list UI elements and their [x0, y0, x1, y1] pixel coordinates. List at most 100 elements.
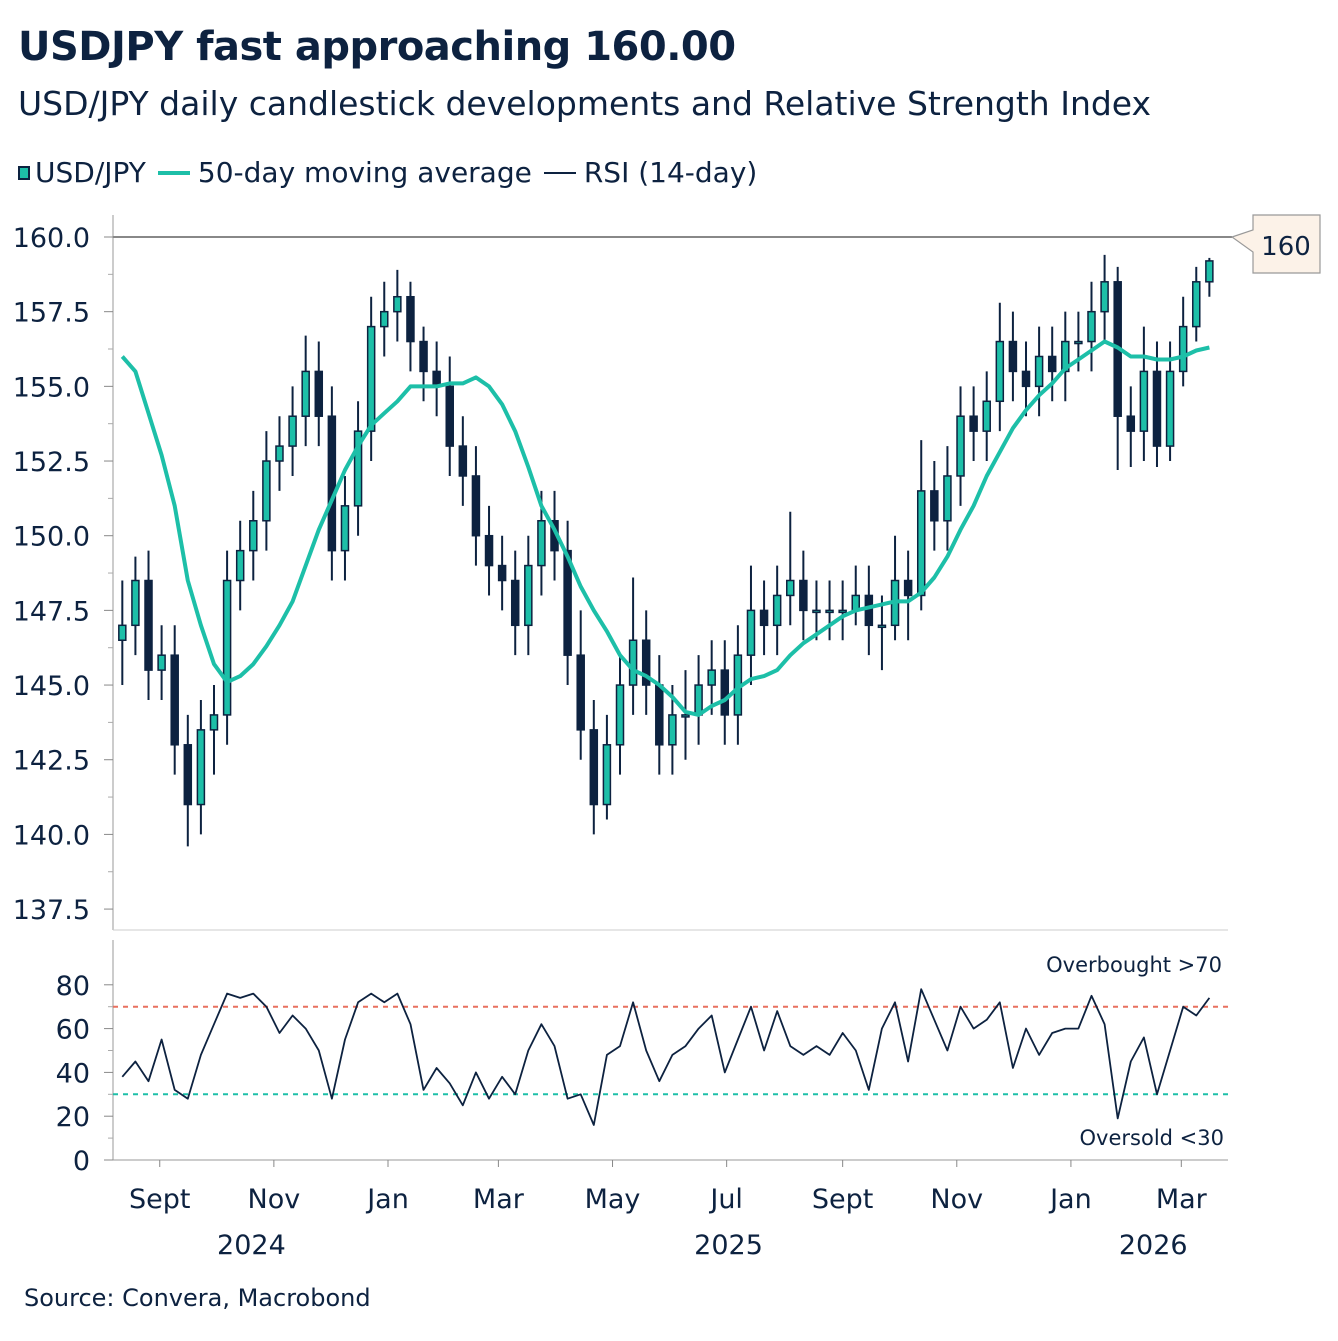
- y-tick-label: 160.0: [13, 223, 90, 254]
- x-year-label: 2024: [217, 1230, 286, 1261]
- x-tick-label: Jan: [365, 1184, 409, 1215]
- x-year-label: 2025: [694, 1230, 763, 1261]
- y-tick-label: 145.0: [13, 671, 90, 702]
- x-tick-label: Mar: [1156, 1184, 1208, 1215]
- candle-body: [445, 385, 454, 447]
- candle-body: [681, 714, 690, 718]
- candle-body: [943, 475, 952, 522]
- candle-body: [628, 639, 638, 686]
- x-tick-label: Nov: [248, 1184, 301, 1215]
- candle-body: [707, 669, 716, 686]
- y-tick-label: 142.5: [13, 746, 90, 777]
- candle-body: [235, 549, 245, 582]
- source-note: Source: Convera, Macrobond: [24, 1284, 371, 1312]
- candle-body: [484, 534, 494, 567]
- moving-average-line: [120, 339, 1210, 717]
- candle-body: [589, 729, 599, 806]
- candle-body: [118, 624, 127, 641]
- candle-body: [641, 639, 651, 686]
- candle-body: [799, 579, 808, 612]
- candle-body: [1047, 355, 1057, 373]
- candle-body: [497, 564, 507, 582]
- candle-body: [275, 445, 284, 462]
- y-tick-label: 157.5: [13, 298, 90, 329]
- candle-body: [327, 415, 337, 552]
- candle-body: [694, 684, 703, 716]
- legend-label: RSI (14-day): [583, 156, 758, 189]
- candle-body: [602, 744, 612, 806]
- candle-body: [746, 609, 756, 656]
- candle-body: [930, 490, 939, 522]
- candle-body: [262, 460, 271, 522]
- candle-body: [393, 295, 402, 313]
- candle-body: [170, 654, 179, 746]
- y-tick-label: 150.0: [13, 522, 90, 553]
- candle-body: [812, 609, 821, 614]
- candle-body: [222, 579, 232, 716]
- candle-body: [419, 340, 428, 373]
- overbought-label: Overbought >70: [1046, 953, 1222, 977]
- candle-body: [969, 415, 978, 432]
- rsi-y-tick-label: 0: [73, 1146, 90, 1177]
- legend-item-moving-average: 50-day moving average: [157, 156, 532, 189]
- candle-body: [1152, 370, 1162, 447]
- candle-body: [1126, 415, 1136, 432]
- candle-body: [1034, 355, 1044, 388]
- candle-body: [916, 490, 926, 597]
- candle-body: [524, 564, 533, 627]
- y-tick-label: 137.5: [13, 895, 90, 926]
- candle-body: [1205, 260, 1214, 283]
- candle-body: [1192, 281, 1201, 328]
- candle-body: [1100, 281, 1109, 313]
- candle-body: [131, 579, 140, 627]
- candle-body: [1087, 310, 1096, 343]
- candle-body: [340, 505, 350, 552]
- candle-body: [380, 310, 389, 328]
- candle-body: [458, 445, 468, 477]
- candle-body: [353, 430, 363, 507]
- candle-body: [877, 624, 887, 629]
- candle-body: [903, 579, 913, 597]
- chart-subtitle: USD/JPY daily candlestick developments a…: [18, 84, 1152, 123]
- candle-body: [982, 400, 991, 432]
- rsi-line: [121, 988, 1211, 1126]
- candle-body: [1074, 340, 1083, 345]
- candle-body: [196, 729, 206, 806]
- candle-body: [864, 594, 874, 627]
- legend-item-rsi: RSI (14-day): [543, 156, 758, 189]
- candle-body: [209, 714, 219, 731]
- rsi-y-tick-label: 60: [56, 1015, 90, 1046]
- rsi-y-tick-label: 80: [56, 971, 90, 1002]
- candle-body: [759, 609, 769, 627]
- candle-body: [825, 609, 834, 614]
- candle-body: [183, 744, 193, 806]
- candle-body: [995, 340, 1005, 403]
- candle-body: [249, 520, 258, 552]
- x-tick-label: Sept: [812, 1184, 873, 1215]
- line-swatch-icon: [157, 170, 190, 175]
- candle-body: [537, 520, 546, 567]
- x-year-label: 2026: [1119, 1230, 1188, 1261]
- candle-body: [615, 684, 625, 746]
- x-tick-label: Sept: [129, 1184, 190, 1215]
- x-tick-label: May: [585, 1184, 641, 1215]
- candle-body: [314, 370, 324, 417]
- candle-body: [366, 325, 376, 432]
- x-tick-label: Jul: [708, 1184, 743, 1215]
- legend: USD/JPY 50-day moving average RSI (14-da…: [18, 156, 769, 189]
- candle-body: [288, 415, 297, 447]
- oversold-label: Oversold <30: [1080, 1126, 1224, 1150]
- candle-body: [406, 295, 415, 343]
- candle-body: [471, 475, 481, 537]
- candle-body: [563, 549, 572, 656]
- callout-box: [1230, 214, 1321, 274]
- candle-body: [1008, 340, 1018, 373]
- legend-item-usdjpy: USD/JPY: [18, 156, 146, 189]
- candle-body: [668, 714, 677, 746]
- candle-body: [1021, 370, 1031, 388]
- candle-body: [301, 370, 310, 417]
- candle-body: [786, 579, 795, 597]
- line-swatch-icon: [543, 171, 576, 174]
- candle-body: [1165, 370, 1175, 447]
